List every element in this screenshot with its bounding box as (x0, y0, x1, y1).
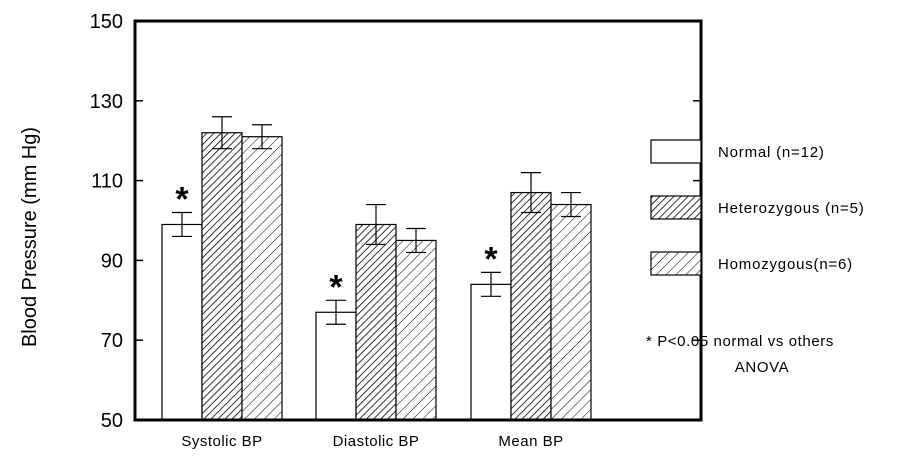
significance-star: * (329, 268, 343, 306)
bar-mean-bp-series-2 (550, 203, 592, 421)
y-tick-label: 70 (101, 330, 123, 352)
significance-test-label: ANOVA (735, 359, 789, 376)
legend-swatch (650, 251, 702, 276)
error-bar (252, 124, 272, 150)
error-bar (521, 172, 541, 214)
bar-mean-bp-series-0 (470, 283, 512, 421)
legend-label: Heterozygous (n=5) (718, 200, 865, 217)
y-axis-title: Blood Pressure (mm Hg) (19, 127, 41, 347)
y-tick-label: 50 (101, 410, 123, 432)
y-tick-label: 150 (90, 11, 123, 33)
y-tick-label: 90 (101, 250, 123, 272)
x-axis-category-labels: Systolic BP Diastolic BP Mean BP (181, 433, 563, 450)
bar-mean-bp-series-1 (510, 191, 552, 421)
x-category-label: Mean BP (498, 433, 563, 450)
significance-star: * (175, 181, 189, 219)
significance-markers: * * * (175, 181, 498, 307)
x-category-label: Diastolic BP (333, 433, 420, 450)
significance-star: * (484, 240, 498, 278)
bars-layer (161, 132, 592, 421)
error-bar (481, 271, 501, 297)
bar-systolic-bp-series-0 (161, 223, 203, 421)
bar-systolic-bp-series-1 (201, 132, 243, 421)
y-axis-ticks: 50 70 90 110 130 150 (90, 11, 701, 432)
error-bar (172, 211, 192, 238)
plot-frame (133, 19, 703, 422)
error-bars-layer (172, 116, 581, 325)
error-bar (561, 191, 581, 218)
y-tick-label: 130 (90, 91, 123, 113)
y-tick-label: 110 (91, 171, 123, 193)
error-bar (212, 116, 232, 150)
bar-diastolic-bp-series-2 (395, 239, 437, 421)
error-bar (366, 203, 386, 246)
legend-label: Homozygous(n=6) (718, 256, 853, 273)
error-bar (406, 227, 426, 254)
legend-label: Normal (n=12) (718, 144, 825, 161)
bar-diastolic-bp-series-1 (355, 223, 397, 421)
significance-note: * P<0.05 normal vs others (646, 333, 834, 350)
bar-diastolic-bp-series-0 (315, 311, 357, 421)
error-bar (326, 299, 346, 325)
x-category-label: Systolic BP (181, 433, 262, 450)
bar-systolic-bp-series-2 (241, 136, 283, 421)
legend-swatch (650, 195, 702, 220)
legend: Normal (n=12) Heterozygous (n=5) Homozygou… (650, 139, 865, 276)
legend-swatch (650, 139, 702, 164)
